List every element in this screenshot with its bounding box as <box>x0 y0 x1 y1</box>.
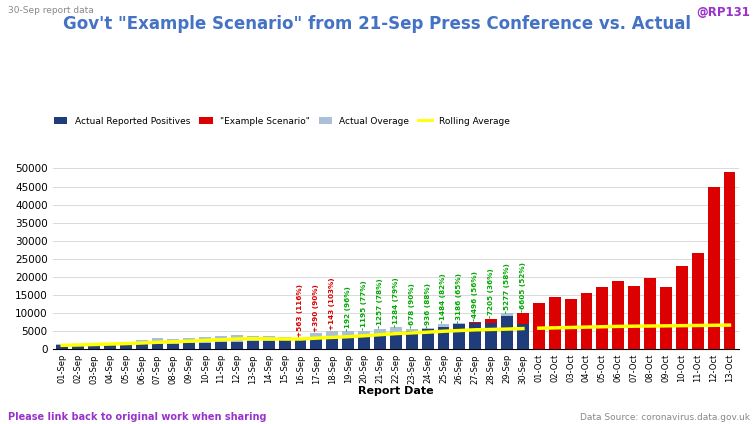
Bar <box>57 345 68 349</box>
Text: Data Source: coronavirus.data.gov.uk: Data Source: coronavirus.data.gov.uk <box>581 413 750 422</box>
Text: -1284 (79%): -1284 (79%) <box>393 277 399 326</box>
Text: 30-Sep report data: 30-Sep report data <box>8 6 93 15</box>
Text: -678 (90%): -678 (90%) <box>409 283 415 328</box>
Bar <box>231 335 243 342</box>
Bar <box>453 324 465 349</box>
Bar <box>57 344 68 345</box>
Bar <box>167 339 179 343</box>
Bar <box>517 312 529 324</box>
Bar <box>104 343 116 345</box>
Bar <box>517 324 529 349</box>
Text: -4496 (56%): -4496 (56%) <box>472 271 478 321</box>
Bar <box>247 341 259 349</box>
Bar <box>437 324 449 327</box>
Bar <box>136 340 148 344</box>
Text: -1257 (78%): -1257 (78%) <box>377 278 383 328</box>
Bar <box>152 344 164 349</box>
Bar <box>437 327 449 349</box>
Bar <box>501 316 513 349</box>
Legend: Actual Reported Positives, "Example Scenario", Actual Overage, Rolling Average: Actual Reported Positives, "Example Scen… <box>51 113 513 129</box>
Bar <box>342 331 354 337</box>
Bar <box>136 344 148 349</box>
Bar <box>358 335 370 349</box>
Bar <box>469 322 481 324</box>
Bar <box>167 343 179 349</box>
Text: +390 (90%): +390 (90%) <box>314 285 320 332</box>
Bar <box>295 340 306 349</box>
Bar <box>215 336 227 343</box>
Bar <box>501 313 513 316</box>
Text: Gov't "Example Scenario" from 21-Sep Press Conference vs. Actual: Gov't "Example Scenario" from 21-Sep Pre… <box>63 15 691 33</box>
Text: +563 (116%): +563 (116%) <box>298 284 303 337</box>
Bar <box>707 187 719 349</box>
Bar <box>231 342 243 349</box>
Text: -1195 (77%): -1195 (77%) <box>361 281 367 330</box>
Bar <box>390 327 402 332</box>
Text: -192 (96%): -192 (96%) <box>345 286 351 331</box>
Bar <box>120 344 132 349</box>
Bar <box>279 340 290 349</box>
Bar <box>421 328 434 329</box>
Bar <box>262 341 274 349</box>
Bar <box>644 278 656 349</box>
Text: +143 (103%): +143 (103%) <box>329 277 336 330</box>
Bar <box>612 281 624 349</box>
Bar <box>374 334 386 349</box>
Bar <box>691 253 703 349</box>
Bar <box>374 329 386 334</box>
Text: Please link back to original work when sharing: Please link back to original work when s… <box>8 412 266 422</box>
Text: @RP131: @RP131 <box>697 6 750 20</box>
Text: -5277 (58%): -5277 (58%) <box>504 263 510 313</box>
Bar <box>628 286 640 349</box>
Bar <box>596 287 608 349</box>
Bar <box>565 299 577 349</box>
Bar <box>199 337 211 343</box>
Bar <box>262 336 274 341</box>
Text: -3186 (65%): -3186 (65%) <box>456 273 462 323</box>
Bar <box>72 344 84 345</box>
Bar <box>326 338 339 349</box>
Text: -7205 (36%): -7205 (36%) <box>488 268 494 318</box>
Text: -6605 (52%): -6605 (52%) <box>520 262 526 312</box>
Bar <box>152 338 164 344</box>
Bar <box>215 343 227 349</box>
Bar <box>549 297 561 349</box>
Text: -936 (88%): -936 (88%) <box>425 282 431 328</box>
Bar <box>120 342 132 344</box>
Bar <box>660 287 672 349</box>
Bar <box>485 319 497 324</box>
Bar <box>485 324 497 349</box>
Bar <box>247 336 259 341</box>
Bar <box>406 329 418 331</box>
Bar <box>326 331 339 338</box>
Bar <box>183 343 195 349</box>
Bar <box>183 338 195 343</box>
Bar <box>469 324 481 349</box>
Bar <box>724 172 735 349</box>
Bar <box>104 345 116 349</box>
Bar <box>421 329 434 349</box>
Bar <box>72 345 84 349</box>
Bar <box>311 339 322 349</box>
Bar <box>199 343 211 349</box>
Bar <box>88 343 100 345</box>
Bar <box>279 337 290 340</box>
Bar <box>676 266 688 349</box>
Bar <box>581 293 593 349</box>
Bar <box>88 345 100 349</box>
Bar <box>533 303 544 349</box>
Bar <box>358 331 370 335</box>
Bar <box>295 338 306 340</box>
X-axis label: Report Date: Report Date <box>358 386 434 396</box>
Bar <box>406 331 418 349</box>
Text: -1484 (82%): -1484 (82%) <box>440 273 446 323</box>
Bar <box>342 337 354 349</box>
Bar <box>311 333 322 339</box>
Bar <box>390 332 402 349</box>
